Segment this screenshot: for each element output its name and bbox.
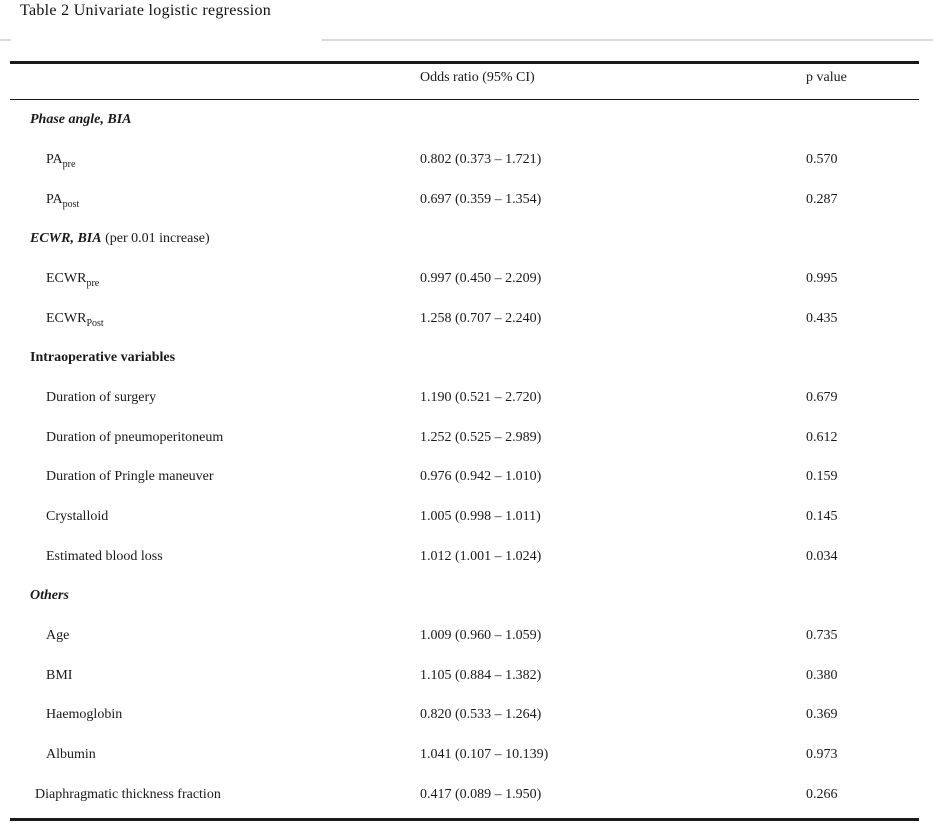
- row-label: PApre: [46, 151, 76, 170]
- odds-ratio-cell: 0.417 (0.089 – 1.950): [420, 786, 542, 802]
- p-value-cell: 0.570: [806, 151, 838, 167]
- table-row: Albumin 1.041 (0.107 – 10.139) 0.973: [10, 735, 919, 775]
- row-label: ECWRPost: [46, 310, 104, 329]
- row-label: PApost: [46, 191, 80, 210]
- header-divider-rule: [10, 98, 919, 101]
- row-label: Duration of surgery: [46, 389, 157, 405]
- row-label: Diaphragmatic thickness fraction: [35, 786, 221, 802]
- row-label: Crystalloid: [46, 509, 109, 524]
- row-label: Estimated blood loss: [46, 548, 163, 564]
- section-label: Others: [30, 588, 69, 604]
- odds-ratio-cell: 0.820 (0.533 – 1.264): [420, 707, 542, 723]
- odds-ratio-cell: 1.012 (1.001 – 1.024): [420, 548, 542, 564]
- odds-ratio-cell: 1.009 (0.960 – 1.059): [420, 628, 542, 644]
- table-row: Diaphragmatic thickness fraction 0.417 (…: [10, 775, 919, 815]
- p-value-cell: 0.995: [806, 270, 838, 286]
- p-value-cell: 0.145: [806, 509, 838, 524]
- table-row: Duration of surgery 1.190 (0.521 – 2.720…: [10, 378, 919, 418]
- regression-table: Odds ratio (95% CI) p value Phase angle,…: [10, 61, 919, 821]
- table-row: Age 1.009 (0.960 – 1.059) 0.735: [10, 616, 919, 656]
- page-title: Table 2 Univariate logistic regression: [20, 2, 272, 19]
- p-value-cell: 0.380: [806, 667, 838, 683]
- section-label: Phase angle, BIA: [30, 112, 132, 128]
- table-row: Intraoperative variables: [10, 338, 919, 378]
- p-value-cell: 0.735: [806, 628, 838, 644]
- p-value-cell: 0.679: [806, 389, 838, 405]
- odds-ratio-cell: 0.976 (0.942 – 1.010): [420, 469, 542, 485]
- column-header-odds-ratio: Odds ratio (95% CI): [420, 70, 535, 86]
- table-row: Duration of pneumoperitoneum 1.252 (0.52…: [10, 418, 919, 458]
- odds-ratio-cell: 1.252 (0.525 – 2.989): [420, 429, 542, 445]
- row-label: Albumin: [46, 747, 96, 763]
- p-value-cell: 0.612: [806, 429, 838, 445]
- table-row: BMI 1.105 (0.884 – 1.382) 0.380: [10, 656, 919, 696]
- odds-ratio-cell: 1.005 (0.998 – 1.011): [420, 509, 541, 524]
- subscript: pre: [86, 277, 100, 289]
- odds-ratio-cell: 0.802 (0.373 – 1.721): [420, 151, 542, 167]
- row-label: Duration of pneumoperitoneum: [46, 429, 224, 445]
- table-row: Estimated blood loss 1.012 (1.001 – 1.02…: [10, 537, 919, 577]
- table-row: Haemoglobin 0.820 (0.533 – 1.264) 0.369: [10, 696, 919, 736]
- p-value-cell: 0.159: [806, 469, 838, 485]
- p-value-cell: 0.266: [806, 786, 838, 802]
- subscript: post: [62, 198, 80, 210]
- table-row: Others: [10, 577, 919, 617]
- table-row: ECWRpre 0.997 (0.450 – 2.209) 0.995: [10, 259, 919, 299]
- table-bottom-rule: [10, 818, 919, 821]
- p-value-cell: 0.287: [806, 191, 838, 207]
- table-body: Phase angle, BIA PApre 0.802 (0.373 – 1.…: [10, 100, 919, 814]
- odds-ratio-cell: 1.190 (0.521 – 2.720): [420, 389, 542, 405]
- odds-ratio-cell: 1.105 (0.884 – 1.382): [420, 667, 542, 683]
- row-label: BMI: [46, 667, 73, 683]
- table-row: ECWRPost 1.258 (0.707 – 2.240) 0.435: [10, 299, 919, 339]
- row-label: ECWRpre: [46, 270, 100, 289]
- table-header-row: Odds ratio (95% CI) p value: [10, 64, 919, 99]
- p-value-cell: 0.435: [806, 310, 838, 326]
- odds-ratio-cell: 1.041 (0.107 – 10.139): [420, 747, 549, 763]
- odds-ratio-cell: 0.997 (0.450 – 2.209): [420, 270, 542, 286]
- subscript: Post: [86, 317, 104, 329]
- table-row: Phase angle, BIA: [10, 100, 919, 140]
- table-row: Crystalloid 1.005 (0.998 – 1.011) 0.145: [10, 497, 919, 537]
- row-label: Age: [46, 628, 70, 644]
- divider-right: [322, 39, 933, 41]
- p-value-cell: 0.369: [806, 707, 838, 723]
- column-header-p-value: p value: [806, 70, 847, 86]
- odds-ratio-cell: 1.258 (0.707 – 2.240): [420, 310, 542, 326]
- table-top-rule: [10, 61, 919, 64]
- table-row: ECWR, BIA (per 0.01 increase): [10, 219, 919, 259]
- table-row: Duration of Pringle maneuver 0.976 (0.94…: [10, 457, 919, 497]
- row-label: Duration of Pringle maneuver: [46, 469, 214, 485]
- section-label: ECWR, BIA (per 0.01 increase): [30, 231, 210, 247]
- table-row: PApre 0.802 (0.373 – 1.721) 0.570: [10, 140, 919, 180]
- section-label: Intraoperative variables: [30, 350, 176, 366]
- table-row: PApost 0.697 (0.359 – 1.354) 0.287: [10, 180, 919, 220]
- divider-left: [0, 39, 11, 41]
- row-label: Haemoglobin: [46, 707, 123, 723]
- subscript: pre: [62, 158, 76, 170]
- p-value-cell: 0.973: [806, 747, 838, 763]
- odds-ratio-cell: 0.697 (0.359 – 1.354): [420, 191, 542, 207]
- p-value-cell: 0.034: [806, 548, 838, 564]
